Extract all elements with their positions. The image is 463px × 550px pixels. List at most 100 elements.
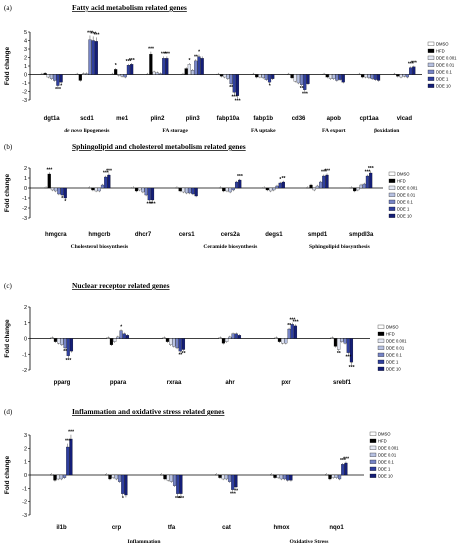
bar-pparg-3 bbox=[60, 338, 64, 345]
bar-hmgcra-0 bbox=[44, 187, 48, 189]
legend-label: HFD bbox=[397, 178, 406, 183]
bar-hmgcra-6 bbox=[63, 187, 67, 199]
bar-apob-1 bbox=[325, 74, 329, 78]
significance-marker: * bbox=[115, 63, 117, 69]
category-label: fabp1b bbox=[253, 116, 273, 122]
panel-1: (a) Fatty acid metabolism related genes -3… bbox=[4, 3, 457, 134]
category-label: tfa bbox=[168, 525, 176, 531]
bar-hmox-0 bbox=[270, 474, 274, 476]
bar-fabp10a-5 bbox=[232, 74, 236, 93]
significance-marker: *** bbox=[237, 174, 243, 180]
bar-cd36-4 bbox=[300, 74, 304, 85]
bar-hmgcrb-3 bbox=[97, 187, 101, 192]
significance-marker: * bbox=[122, 496, 124, 502]
category-label: smpdl3a bbox=[349, 232, 374, 238]
panel-2: (b) Sphingolipid and cholesterol metaboli… bbox=[4, 142, 418, 250]
category-label: dhcr7 bbox=[135, 232, 152, 238]
y-tick-label: -1 bbox=[22, 81, 27, 87]
legend-label: DMSO bbox=[436, 41, 449, 46]
bar-dgt1a-3 bbox=[49, 74, 54, 79]
panel-title: Sphingolipid and cholesterol metabolism … bbox=[72, 142, 246, 151]
category-label: cers1 bbox=[179, 232, 195, 238]
legend-label: DMSO bbox=[397, 171, 410, 176]
significance-marker: *** bbox=[365, 170, 371, 176]
legend-label: DDE 10 bbox=[397, 213, 412, 218]
panel-label: (c) bbox=[4, 282, 12, 290]
bar-il1b-5 bbox=[66, 446, 70, 476]
bar-crp-4 bbox=[117, 474, 122, 482]
bar-cat-1 bbox=[218, 474, 222, 478]
legend-swatch bbox=[369, 452, 377, 457]
bar-fabp1b-5 bbox=[267, 74, 272, 83]
bar-crp-3 bbox=[114, 474, 118, 480]
y-tick-label: 4 bbox=[24, 39, 27, 45]
bar-plin3-4 bbox=[194, 60, 198, 75]
y-tick-label: 0 bbox=[24, 337, 27, 343]
bar-hmgcra-1 bbox=[47, 173, 51, 189]
bar-rxraa-4 bbox=[175, 338, 179, 349]
legend-label: DDE 1 bbox=[386, 359, 399, 364]
group-label: de novo lipogenesis bbox=[64, 128, 110, 134]
bar-hmgcra-3 bbox=[54, 187, 58, 192]
bar-cers2a-3 bbox=[228, 187, 232, 193]
category-label: cat bbox=[222, 525, 231, 531]
bar-smpdl3a-5 bbox=[365, 175, 370, 189]
bar-cers1-5 bbox=[191, 187, 195, 195]
bar-cpt1aa-4 bbox=[370, 74, 374, 79]
category-label: il1b bbox=[56, 525, 67, 531]
bar-tfa-2 bbox=[166, 474, 170, 481]
bar-pxr-2 bbox=[281, 338, 285, 344]
bar-smpdl3a-3 bbox=[359, 184, 363, 189]
bar-crp-5 bbox=[121, 474, 125, 494]
bar-pparg-2 bbox=[57, 338, 61, 344]
bar-smpdl3a-2 bbox=[356, 187, 360, 191]
bar-scd1-1 bbox=[78, 74, 82, 81]
significance-marker: *** bbox=[87, 30, 93, 36]
y-tick-label: 1 bbox=[24, 176, 27, 182]
bar-hmox-2 bbox=[276, 474, 280, 478]
bar-hmgcrb-6 bbox=[107, 174, 111, 189]
bar-pxr-6 bbox=[293, 325, 298, 339]
bar-cers1-0 bbox=[175, 187, 179, 189]
bar-plin2-6 bbox=[165, 58, 169, 75]
bar-rxraa-2 bbox=[169, 338, 173, 345]
category-label: hmgcrb bbox=[88, 232, 110, 238]
bar-smpd1-6 bbox=[325, 174, 329, 189]
legend-swatch bbox=[388, 206, 396, 211]
significance-marker: *** bbox=[55, 87, 61, 93]
significance-marker: ** bbox=[287, 323, 291, 329]
y-tick-label: 3 bbox=[24, 47, 27, 53]
bar-cat-2 bbox=[221, 474, 225, 480]
bar-ahr-4 bbox=[231, 333, 235, 339]
legend-swatch bbox=[377, 345, 385, 350]
bar-scd1-4 bbox=[88, 39, 92, 75]
bar-tfa-0 bbox=[160, 474, 164, 476]
bar-nqo1-5 bbox=[341, 464, 345, 476]
significance-marker: *** bbox=[65, 439, 71, 445]
category-label: pparg bbox=[54, 380, 71, 386]
significance-marker: *** bbox=[164, 51, 170, 57]
legend-label: HFD bbox=[386, 331, 395, 336]
y-axis-label: Fold change bbox=[4, 319, 11, 358]
bar-il1b-0 bbox=[50, 474, 54, 476]
bar-srebf1-5 bbox=[346, 338, 350, 353]
panel-title: Fatty acid metabolism related genes bbox=[72, 3, 187, 12]
bar-degs1-2 bbox=[269, 187, 273, 192]
bar-ppara-3 bbox=[116, 336, 120, 339]
bar-cpt1aa-3 bbox=[367, 74, 371, 79]
y-tick-label: 3 bbox=[24, 433, 27, 439]
panel-3: (c) Nuclear receptor related genes -2 -1 0 1 2… bbox=[4, 281, 407, 386]
bar-cpt1aa-2 bbox=[364, 74, 368, 78]
y-tick-label: 2 bbox=[24, 305, 27, 311]
bar-me1-4 bbox=[123, 74, 127, 78]
bar-nqo1-6 bbox=[344, 462, 348, 476]
bar-hmgcrb-4 bbox=[100, 184, 105, 189]
category-label: degs1 bbox=[265, 232, 283, 238]
bar-rxraa-3 bbox=[172, 338, 176, 347]
category-label: apob bbox=[327, 116, 342, 122]
significance-marker: ** bbox=[229, 85, 233, 91]
bar-cat-0 bbox=[215, 474, 219, 476]
legend-swatch bbox=[388, 213, 396, 218]
legend-label: DDE 0.001 bbox=[436, 55, 457, 60]
bar-dgt1a-5 bbox=[56, 74, 60, 86]
